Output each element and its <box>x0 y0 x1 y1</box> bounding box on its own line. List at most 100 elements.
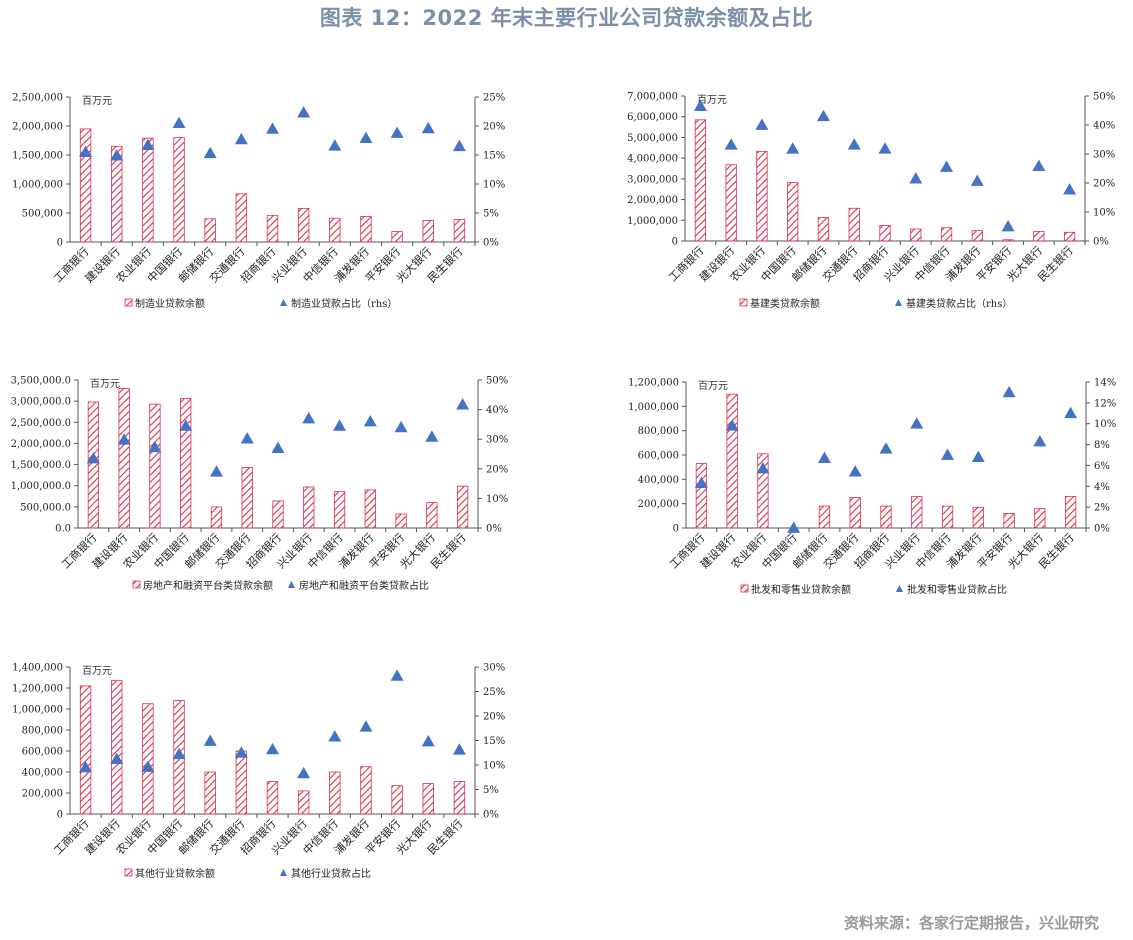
y-tick-label: 1,200,000 <box>12 684 63 695</box>
bar <box>453 218 466 243</box>
bar <box>422 783 434 815</box>
y-tick-label: 400,000 <box>22 768 63 779</box>
share-marker <box>110 149 124 161</box>
share-marker <box>141 760 155 772</box>
bar <box>235 750 248 815</box>
bar <box>1034 508 1046 529</box>
legend-bar-label: 基建类贷款余额 <box>750 297 820 310</box>
share-marker <box>266 742 279 755</box>
bar <box>1063 231 1076 242</box>
y-tick-label: 3,000,000.0 <box>11 397 71 408</box>
bar <box>1002 239 1014 242</box>
y-tick-label: 2,000,000.0 <box>11 439 71 450</box>
y2-tick-label: 20% <box>1093 179 1115 190</box>
y-tick-label: 6,000,000 <box>627 112 678 123</box>
bar <box>204 218 216 243</box>
legend-bar-label: 制造业贷款余额 <box>135 297 205 310</box>
bar <box>726 393 738 529</box>
share-marker <box>297 106 311 118</box>
y-tick-label: 1,000,000 <box>12 180 63 191</box>
y-tick-label: 1,000,000 <box>628 402 679 413</box>
bar <box>391 231 403 243</box>
bar <box>395 513 407 529</box>
share-marker <box>816 109 830 122</box>
bar <box>849 497 861 529</box>
legend-marker-label: 批发和零售业贷款占比 <box>907 583 1007 596</box>
legend-bar-swatch <box>132 580 141 589</box>
bar <box>266 781 279 815</box>
share-marker <box>209 465 223 477</box>
bar <box>266 214 279 243</box>
share-marker <box>234 746 248 758</box>
legend-marker-swatch <box>280 869 287 876</box>
share-marker <box>240 432 254 444</box>
y2-tick-label: 0% <box>486 524 502 535</box>
share-marker <box>1002 385 1016 398</box>
y-tick-label: 2,500,000.0 <box>11 418 71 429</box>
share-marker <box>724 138 738 150</box>
share-marker <box>359 720 373 732</box>
bar <box>297 207 310 243</box>
legend-bar-label: 批发和零售业贷款余额 <box>751 583 851 596</box>
y2-tick-label: 10% <box>1094 419 1116 430</box>
y-tick-label: 1,400,000 <box>12 663 63 674</box>
share-marker <box>694 476 708 489</box>
share-marker <box>203 734 217 746</box>
bar <box>111 145 123 243</box>
bar <box>241 467 253 529</box>
share-marker <box>79 145 93 157</box>
share-marker <box>1064 406 1078 419</box>
share-marker <box>271 441 285 453</box>
legend-bar-label: 其他行业贷款余额 <box>135 867 215 880</box>
share-marker <box>909 172 923 184</box>
y2-tick-label: 0% <box>483 238 499 249</box>
share-marker <box>786 142 800 154</box>
y-tick-label: 800,000 <box>638 426 679 437</box>
legend-marker-label: 制造业贷款占比（rhs） <box>291 297 397 310</box>
bar <box>111 680 123 815</box>
bar <box>118 388 130 529</box>
share-marker <box>452 139 466 152</box>
legend-marker-label: 房地产和融资平台类贷款占比 <box>299 579 429 592</box>
share-marker <box>203 146 217 159</box>
legend-bar-label: 房地产和融资平台类贷款余额 <box>143 579 273 592</box>
share-marker <box>787 521 801 533</box>
share-marker <box>910 417 924 429</box>
bar <box>180 398 192 529</box>
y-tick-label: 3,500,000.0 <box>11 376 71 387</box>
share-marker <box>421 121 435 134</box>
y2-tick-label: 20% <box>483 712 505 723</box>
y2-tick-label: 5% <box>483 209 499 220</box>
share-marker <box>390 669 404 681</box>
bar <box>972 506 984 529</box>
y-tick-label: 1,500,000 <box>12 151 63 162</box>
share-marker <box>328 730 342 742</box>
y-tick-label: 600,000 <box>22 747 63 758</box>
y-tick-label: 800,000 <box>22 726 63 737</box>
share-marker <box>693 99 707 112</box>
share-marker <box>141 138 155 151</box>
y2-tick-label: 5% <box>483 785 499 796</box>
bar <box>456 485 469 529</box>
share-marker <box>390 126 404 138</box>
share-marker <box>117 433 131 445</box>
y2-tick-label: 50% <box>486 376 508 387</box>
legend-marker-swatch <box>280 299 287 306</box>
source-note: 资料来源：各家行定期报告，兴业研究 <box>843 914 1099 932</box>
share-marker <box>817 451 831 464</box>
legend-marker-label: 其他行业贷款占比 <box>291 867 371 880</box>
share-marker <box>302 411 316 424</box>
share-marker <box>725 419 739 431</box>
share-marker <box>425 430 439 442</box>
share-marker <box>971 450 985 462</box>
legend-marker-swatch <box>895 299 902 306</box>
y2-tick-label: 14% <box>1094 378 1116 389</box>
y-tick-label: 200,000 <box>638 499 679 510</box>
y2-tick-label: 10% <box>486 494 508 505</box>
bar <box>940 227 953 242</box>
category-label: 民生银行 <box>425 816 466 857</box>
share-marker <box>878 142 892 154</box>
y-tick-label: 3,000,000 <box>627 174 678 185</box>
y2-tick-label: 50% <box>1093 92 1115 103</box>
bar <box>879 225 891 242</box>
